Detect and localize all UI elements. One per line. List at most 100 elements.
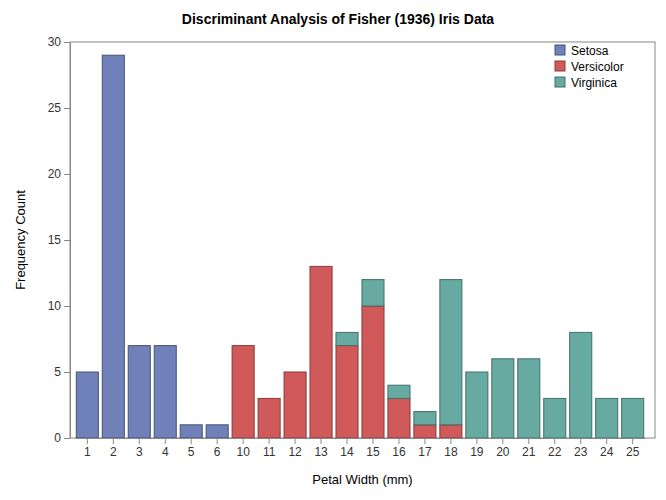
x-tick-label: 2 [110, 445, 117, 459]
x-tick: 16 [392, 438, 406, 459]
x-tick-label: 15 [366, 445, 380, 459]
bar [622, 398, 644, 438]
legend: SetosaVersicolorVirginica [555, 44, 624, 90]
x-tick-label: 23 [574, 445, 588, 459]
x-tick: 13 [314, 438, 328, 459]
bar [284, 372, 306, 438]
x-tick: 19 [470, 438, 484, 459]
x-tick: 15 [366, 438, 380, 459]
x-tick-mark [580, 438, 581, 444]
x-tick: 1 [84, 438, 91, 459]
x-tick: 21 [522, 438, 536, 459]
bar [76, 372, 98, 438]
x-tick-mark [139, 438, 140, 444]
x-axis: 12345610111213141516171819202122232425 [76, 438, 646, 459]
legend-swatch [555, 61, 565, 71]
y-axis: 051015202530 [48, 35, 71, 445]
legend-label: Setosa [571, 44, 609, 58]
y-tick-label: 0 [54, 431, 61, 445]
bar [258, 398, 280, 438]
x-tick: 17 [418, 438, 432, 459]
legend-item: Virginica [555, 76, 617, 90]
x-tick-label: 16 [392, 445, 406, 459]
x-tick: 22 [548, 438, 562, 459]
x-tick-label: 18 [444, 445, 458, 459]
y-tick-label: 5 [54, 365, 61, 379]
x-tick-label: 5 [188, 445, 195, 459]
x-tick-label: 1 [84, 445, 91, 459]
x-tick: 20 [496, 438, 510, 459]
x-tick-mark [87, 438, 88, 444]
y-tick-mark [64, 306, 70, 307]
x-tick: 4 [162, 438, 169, 459]
x-tick: 10 [236, 438, 250, 459]
x-tick-mark [424, 438, 425, 444]
y-tick: 25 [48, 101, 70, 115]
legend-swatch [555, 77, 565, 87]
x-tick: 18 [444, 438, 458, 459]
bars [76, 55, 643, 438]
x-tick-mark [554, 438, 555, 444]
bar [440, 425, 462, 438]
bar [362, 280, 384, 306]
legend-label: Virginica [571, 76, 617, 90]
x-tick-label: 4 [162, 445, 169, 459]
x-tick-label: 14 [340, 445, 354, 459]
x-tick-mark [632, 438, 633, 444]
y-tick: 30 [48, 35, 70, 49]
x-tick-mark [502, 438, 503, 444]
legend-swatch [555, 45, 565, 55]
x-tick: 6 [214, 438, 221, 459]
bar [336, 346, 358, 438]
legend-item: Setosa [555, 44, 609, 58]
x-tick-mark [295, 438, 296, 444]
bar [388, 398, 410, 438]
bar [310, 266, 332, 438]
x-tick-label: 20 [496, 445, 510, 459]
x-tick: 12 [288, 438, 302, 459]
x-tick-label: 25 [626, 445, 640, 459]
y-tick-mark [64, 438, 70, 439]
bar [414, 425, 436, 438]
x-tick: 25 [626, 438, 640, 459]
y-tick-label: 25 [48, 101, 62, 115]
x-tick: 24 [600, 438, 614, 459]
bar [128, 346, 150, 438]
y-tick-mark [64, 42, 70, 43]
x-tick-mark [476, 438, 477, 444]
bar [466, 372, 488, 438]
x-tick-mark [372, 438, 373, 444]
y-axis-line [70, 43, 71, 439]
plot-frame [70, 42, 655, 438]
y-tick: 15 [48, 233, 70, 247]
x-tick-mark [321, 438, 322, 444]
x-tick-mark [217, 438, 218, 444]
x-tick: 23 [574, 438, 588, 459]
y-tick-mark [64, 372, 70, 373]
x-tick-mark [606, 438, 607, 444]
x-tick: 3 [136, 438, 143, 459]
x-tick-label: 13 [314, 445, 328, 459]
y-tick: 5 [54, 365, 70, 379]
y-tick: 20 [48, 167, 70, 181]
x-tick-label: 19 [470, 445, 484, 459]
bar [336, 332, 358, 345]
x-tick-mark [269, 438, 270, 444]
x-tick-mark [113, 438, 114, 444]
x-tick-mark [165, 438, 166, 444]
y-axis-title: Frequency Count [13, 190, 28, 290]
x-tick-label: 17 [418, 445, 432, 459]
x-tick: 2 [110, 438, 117, 459]
chart: 0510152025301234561011121314151617181920… [0, 0, 666, 500]
bar [388, 385, 410, 398]
bar [492, 359, 514, 438]
y-tick-mark [64, 174, 70, 175]
x-tick-mark [450, 438, 451, 444]
bar [596, 398, 618, 438]
bar [154, 346, 176, 438]
bar [232, 346, 254, 438]
bar [518, 359, 540, 438]
x-tick-mark [243, 438, 244, 444]
title: Discriminant Analysis of Fisher (1936) I… [182, 11, 494, 27]
x-tick-label: 11 [263, 445, 276, 459]
